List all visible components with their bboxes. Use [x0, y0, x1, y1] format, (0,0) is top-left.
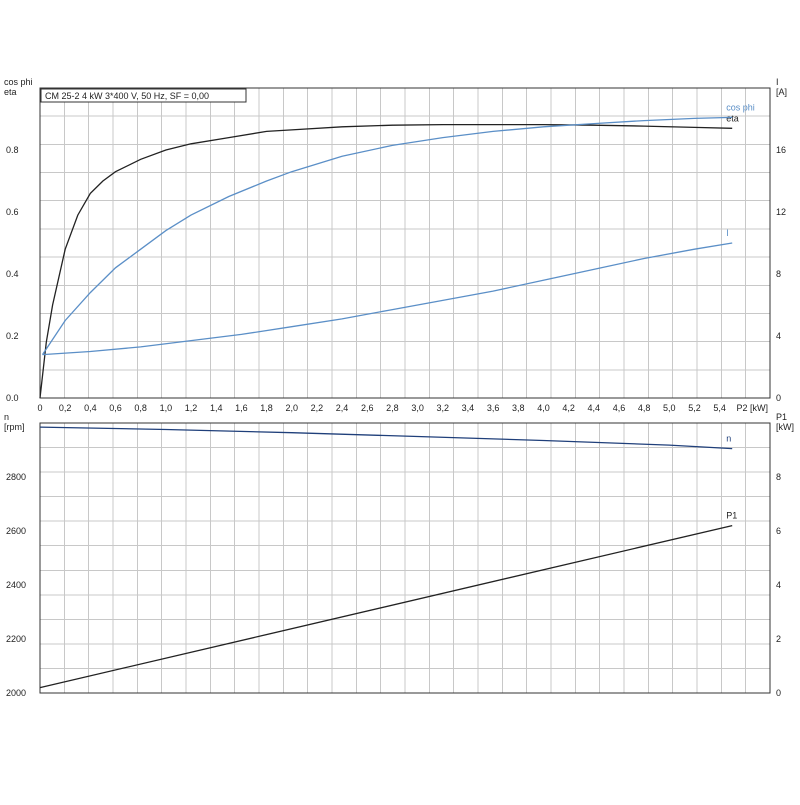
y-tick-label-left: 0.2	[6, 331, 19, 341]
x-tick-label: 4,2	[562, 403, 575, 413]
series-line-cos-phi	[41, 116, 733, 355]
x-tick-label: 0,2	[59, 403, 72, 413]
x-tick-label: 2,6	[361, 403, 374, 413]
x-tick-label: 1,0	[160, 403, 173, 413]
chart-title-box	[40, 88, 247, 103]
y-tick-label-right: 12	[776, 207, 786, 217]
y-tick-label-left: 0.6	[6, 207, 19, 217]
y-tick-label-left: 2200	[6, 634, 26, 644]
plot-frame	[39, 422, 771, 694]
y-tick-label-left: 0.0	[6, 393, 19, 403]
y-axis-label-right: [A]	[776, 87, 787, 97]
x-tick-label: 5,4	[713, 403, 726, 413]
chart-title: CM 25-2 4 kW 3*400 V, 50 Hz, SF = 0,00	[45, 91, 209, 101]
series-label: eta	[726, 113, 739, 123]
x-tick-label: 2,8	[386, 403, 399, 413]
x-tick-label: 4,6	[613, 403, 626, 413]
y-tick-label-left: 2400	[6, 580, 26, 590]
y-tick-label-left: 0.8	[6, 145, 19, 155]
y-tick-label-right: 2	[776, 634, 781, 644]
x-tick-label: 5,2	[688, 403, 701, 413]
y-axis-label-right: I	[776, 77, 779, 87]
y-axis-label-left: [rpm]	[4, 422, 25, 432]
series-label: cos phi	[726, 102, 755, 112]
x-tick-label: 4,4	[588, 403, 601, 413]
y-tick-label-left: 0.4	[6, 269, 19, 279]
x-tick-label: 2,0	[285, 403, 298, 413]
y-axis-label-left: n	[4, 412, 9, 422]
x-tick-label: 4,0	[537, 403, 550, 413]
y-axis-label-right: [kW]	[776, 422, 794, 432]
x-tick-label: 1,4	[210, 403, 223, 413]
x-tick-label: 3,6	[487, 403, 500, 413]
x-tick-label: 0,4	[84, 403, 97, 413]
y-tick-label-right: 0	[776, 688, 781, 698]
plot-frame	[39, 87, 771, 399]
y-tick-label-right: 8	[776, 269, 781, 279]
series-label: n	[726, 434, 731, 444]
series-line-p1	[39, 524, 733, 689]
x-tick-label: 3,2	[437, 403, 450, 413]
y-axis-label-left: cos phi	[4, 77, 33, 87]
x-tick-label: 3,8	[512, 403, 525, 413]
y-tick-label-right: 0	[776, 393, 781, 403]
x-tick-label: 4,8	[638, 403, 651, 413]
x-tick-label: 2,2	[311, 403, 324, 413]
series-label: I	[726, 228, 729, 238]
x-tick-label: 0	[37, 403, 42, 413]
y-tick-label-left: 2600	[6, 526, 26, 536]
x-axis-label: P2 [kW]	[736, 403, 768, 413]
y-tick-label-right: 6	[776, 526, 781, 536]
y-tick-label-right: 4	[776, 331, 781, 341]
series-line-i	[42, 242, 733, 356]
x-tick-label: 0,8	[134, 403, 147, 413]
series-line-n	[39, 426, 733, 450]
series-line-eta	[39, 123, 733, 399]
y-tick-label-right: 16	[776, 145, 786, 155]
x-tick-label: 0,6	[109, 403, 122, 413]
x-tick-label: 5,0	[663, 403, 676, 413]
x-tick-label: 3,0	[411, 403, 424, 413]
y-tick-label-left: 2800	[6, 472, 26, 482]
x-tick-label: 2,4	[336, 403, 349, 413]
y-axis-label-right: P1	[776, 412, 787, 422]
y-tick-label-left: 2000	[6, 688, 26, 698]
x-tick-label: 1,8	[260, 403, 273, 413]
series-label: P1	[726, 511, 737, 521]
x-tick-label: 3,4	[462, 403, 475, 413]
y-axis-label-left: eta	[4, 87, 17, 97]
y-tick-label-right: 8	[776, 472, 781, 482]
y-tick-label-right: 4	[776, 580, 781, 590]
x-tick-label: 1,6	[235, 403, 248, 413]
x-tick-label: 1,2	[185, 403, 198, 413]
